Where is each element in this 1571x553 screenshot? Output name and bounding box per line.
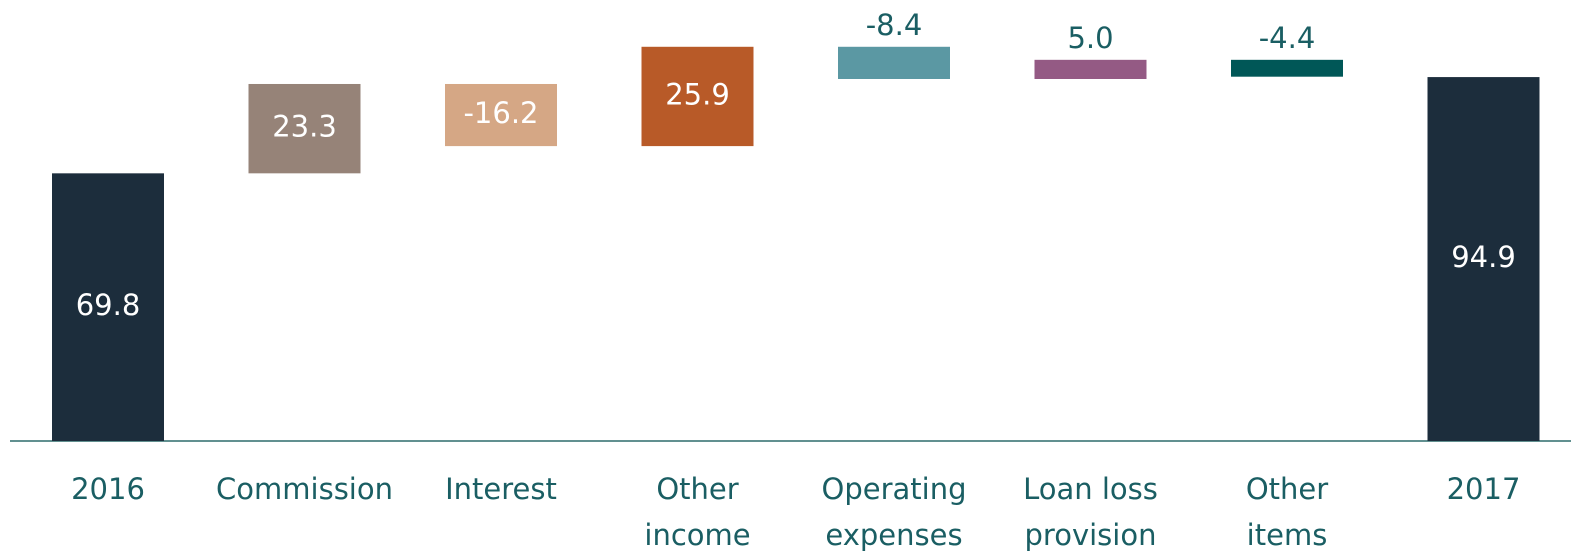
- x-tick-label: Operating expenses: [821, 472, 967, 552]
- bar: [445, 83, 557, 147]
- bar: [1427, 77, 1540, 441]
- bar: [1231, 59, 1343, 77]
- value-label: 5.0: [1067, 21, 1113, 55]
- value-label: 69.8: [76, 288, 141, 322]
- x-tick-label: Interest: [445, 472, 557, 506]
- value-label: -16.2: [463, 96, 538, 130]
- value-label: -8.4: [866, 8, 923, 42]
- x-tick-label: 2016: [71, 472, 145, 506]
- x-tick-label: 2017: [1446, 472, 1521, 506]
- bar: [1034, 59, 1147, 79]
- bar: [52, 173, 164, 442]
- value-label: 23.3: [272, 110, 337, 144]
- x-tick-label: Other income: [644, 472, 751, 552]
- x-tick-label: Loan loss provision: [1023, 472, 1158, 552]
- value-label: -4.4: [1259, 21, 1316, 55]
- x-tick-label: Commission: [216, 472, 393, 506]
- bar: [641, 46, 754, 147]
- bar: [248, 83, 361, 174]
- x-tick-label: Other items: [1245, 472, 1329, 552]
- value-label: 94.9: [1451, 240, 1516, 274]
- value-label: 25.9: [665, 77, 730, 111]
- bar: [838, 46, 950, 79]
